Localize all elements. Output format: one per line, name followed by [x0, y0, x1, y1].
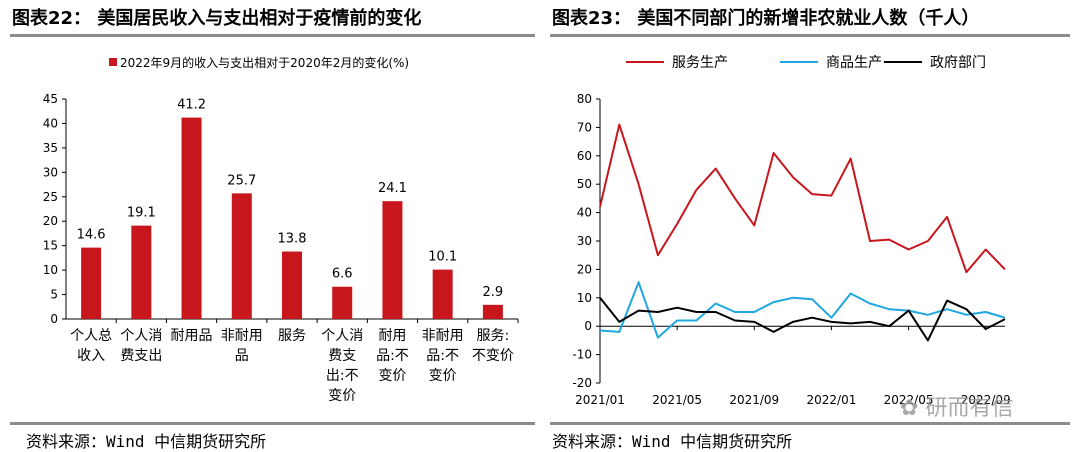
right-y-tick-label: -10 [572, 348, 592, 362]
left-y-tick-label: 20 [43, 214, 58, 228]
right-y-tick-label: 10 [577, 291, 592, 305]
left-y-tick-label: 40 [43, 116, 58, 130]
left-bottom-rule [10, 422, 535, 425]
left-y-tick-label: 25 [43, 190, 58, 204]
right-top-rule [550, 34, 1070, 37]
left-bar-value-label: 14.6 [77, 228, 106, 243]
right-bottom-rule [550, 422, 1070, 425]
left-bar-value-label: 41.2 [177, 98, 206, 113]
right-legend-label: 服务生产 [672, 55, 728, 71]
right-legend-label: 商品生产 [826, 55, 882, 71]
left-bar [282, 251, 302, 319]
left-category-label: 个人消 [120, 328, 162, 344]
left-bar [432, 269, 453, 319]
left-category-label: 费支 [328, 348, 356, 364]
left-category-label: 费支出 [120, 348, 162, 364]
left-category-label: 变价 [429, 368, 457, 384]
right-y-tick-label: 20 [577, 262, 592, 276]
left-bar [81, 247, 102, 319]
left-category-label: 个人消 [321, 328, 363, 344]
right-x-tick-label: 2021/01 [575, 393, 625, 407]
left-category-label: 非耐用 [221, 328, 263, 344]
left-legend-swatch [109, 58, 117, 66]
right-x-tick-label: 2022/01 [806, 393, 856, 407]
right-y-tick-label: -20 [572, 376, 592, 390]
left-category-label: 品:不 [426, 348, 459, 364]
right-y-tick-label: 80 [577, 92, 592, 106]
right-y-tick-label: 50 [577, 177, 592, 191]
right-series-line [599, 281, 1006, 339]
left-bar-value-label: 24.1 [378, 181, 407, 196]
left-bar [332, 286, 353, 319]
left-category-label: 非耐用 [422, 328, 464, 344]
left-category-label: 不变价 [472, 348, 514, 364]
left-category-label: 耐用 [378, 328, 406, 344]
left-category-label: 个人总 [70, 328, 112, 344]
right-x-tick-label: 2021/05 [652, 393, 702, 407]
right-y-tick-label: 0 [584, 319, 592, 333]
right-y-tick-label: 30 [577, 234, 592, 248]
right-x-tick-label: 2022/05 [884, 393, 934, 407]
right-y-tick-label: 60 [577, 149, 592, 163]
right-series-line [599, 123, 1006, 274]
left-y-tick-label: 45 [43, 92, 58, 106]
left-category-label: 耐用品 [171, 328, 213, 344]
left-bar-value-label: 6.6 [332, 267, 353, 282]
left-y-tick-label: 0 [50, 312, 58, 326]
right-source-note: 资料来源：Wind 中信期货研究所 [552, 432, 793, 451]
left-bar [231, 193, 252, 319]
right-x-tick-label: 2021/09 [729, 393, 779, 407]
watermark: ✿ 研而有信 [900, 390, 1013, 422]
left-category-label: 品:不 [376, 348, 409, 364]
right-legend-label: 政府部门 [930, 55, 986, 71]
left-bar [181, 117, 202, 319]
left-bar [382, 201, 403, 319]
left-y-tick-label: 30 [43, 165, 58, 179]
left-category-label: 变价 [328, 388, 356, 404]
left-category-label: 收入 [77, 348, 105, 364]
left-bar-value-label: 25.7 [227, 173, 256, 188]
right-y-tick-label: 40 [577, 206, 592, 220]
left-y-tick-label: 10 [43, 263, 58, 277]
right-chart-title: 图表23： 美国不同部门的新增非农就业人数（千人） [552, 8, 980, 29]
left-category-label: 服务 [278, 328, 306, 344]
left-category-label: 服务: [477, 328, 510, 344]
left-bar-value-label: 19.1 [127, 206, 156, 221]
left-category-label: 品 [235, 348, 249, 364]
left-category-label: 出:不 [326, 368, 359, 384]
right-y-tick-label: 70 [577, 120, 592, 134]
left-y-tick-label: 15 [43, 239, 58, 253]
left-bar-value-label: 13.8 [278, 232, 307, 247]
left-chart-title: 图表22： 美国居民收入与支出相对于疫情前的变化 [12, 8, 422, 29]
left-bar [482, 304, 503, 319]
left-source-note: 资料来源：Wind 中信期货研究所 [26, 432, 267, 451]
right-series-line [599, 297, 1006, 342]
left-bar-value-label: 2.9 [483, 285, 504, 300]
left-legend-label: 2022年9月的收入与支出相对于2020年2月的变化(%) [120, 55, 409, 70]
left-bar-value-label: 10.1 [428, 250, 457, 265]
left-bar [131, 225, 152, 319]
left-y-tick-label: 5 [50, 288, 58, 302]
watermark-text: 研而有信 [925, 396, 1014, 421]
left-top-rule [10, 34, 535, 37]
wechat-icon: ✿ [900, 396, 919, 421]
right-x-tick-label: 2022/09 [961, 393, 1011, 407]
left-y-tick-label: 35 [43, 141, 58, 155]
left-category-label: 变价 [378, 368, 406, 384]
